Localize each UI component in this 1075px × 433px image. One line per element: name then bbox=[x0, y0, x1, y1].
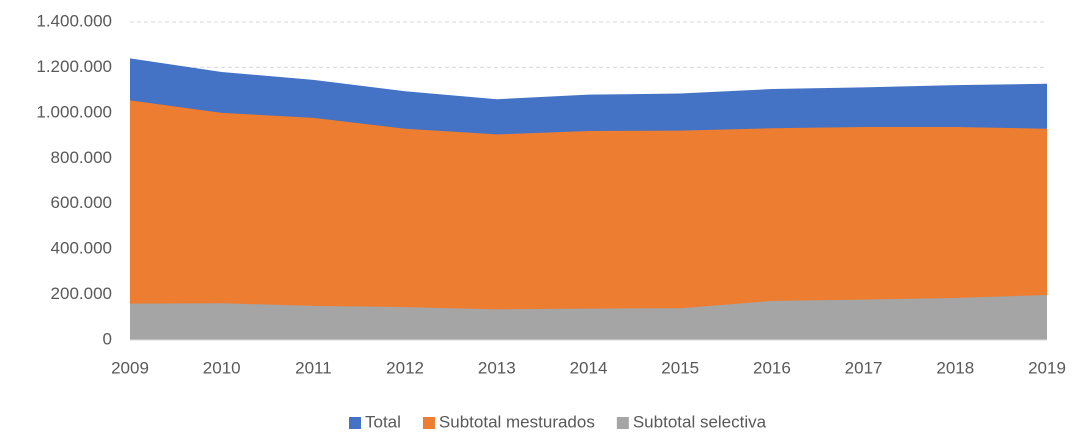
x-tick-label: 2017 bbox=[845, 358, 883, 377]
y-tick-label: 0 bbox=[103, 329, 112, 348]
y-tick-label: 600.000 bbox=[51, 193, 112, 212]
y-tick-label: 200.000 bbox=[51, 284, 112, 303]
y-tick-label: 1.200.000 bbox=[36, 57, 112, 76]
area bbox=[130, 295, 1047, 340]
legend: Total Subtotal mesturados Subtotal selecti… bbox=[349, 412, 767, 431]
x-tick-label: 2014 bbox=[570, 358, 608, 377]
x-tick-label: 2009 bbox=[111, 358, 149, 377]
y-tick-label: 1.000.000 bbox=[36, 102, 112, 121]
y-tick-label: 1.400.000 bbox=[36, 11, 112, 30]
y-tick-label: 400.000 bbox=[51, 239, 112, 258]
x-tick-label: 2015 bbox=[661, 358, 699, 377]
x-tick-label: 2013 bbox=[478, 358, 516, 377]
legend-label: Subtotal mesturados bbox=[439, 412, 595, 431]
x-tick-label: 2019 bbox=[1028, 358, 1066, 377]
area bbox=[130, 100, 1047, 340]
x-tick-label: 2011 bbox=[295, 358, 332, 377]
legend-label: Subtotal selectiva bbox=[633, 412, 767, 431]
legend-label: Total bbox=[365, 412, 401, 431]
x-tick-label: 2012 bbox=[386, 358, 424, 377]
legend-swatch bbox=[349, 417, 361, 429]
y-tick-label: 800.000 bbox=[51, 148, 112, 167]
x-tick-label: 2010 bbox=[203, 358, 241, 377]
x-tick-label: 2018 bbox=[936, 358, 974, 377]
legend-swatch bbox=[616, 417, 629, 429]
x-tick-label: 2016 bbox=[753, 358, 791, 377]
legend-swatch bbox=[422, 417, 435, 429]
